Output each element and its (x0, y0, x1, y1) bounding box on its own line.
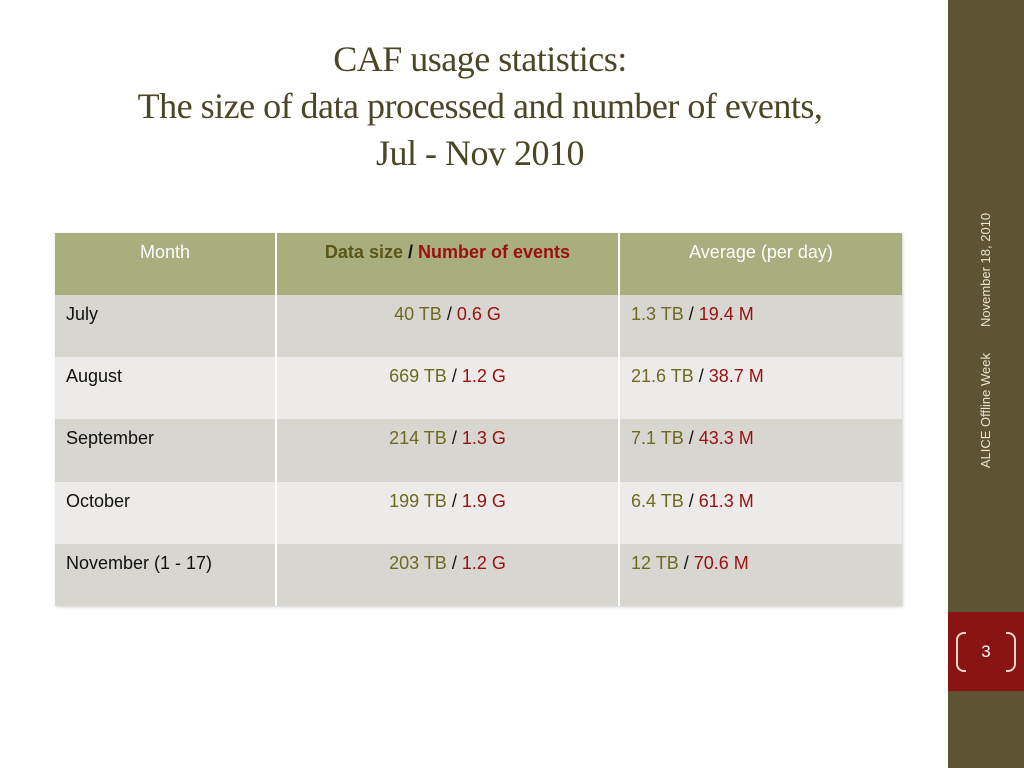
header-average: Average (per day) (689, 242, 833, 262)
statistics-table-container: Month Data size / Number of events Avera… (55, 233, 902, 606)
size-value: 199 TB (389, 490, 447, 511)
table-row: July 40 TB / 0.6 G 1.3 TB / 19.4 M (55, 295, 902, 358)
right-brace-icon (1006, 632, 1016, 672)
separator: / (698, 366, 704, 387)
page-number: 3 (981, 642, 991, 661)
events-value: 1.9 G (461, 490, 506, 511)
separator: / (688, 428, 694, 449)
header-data-size-events: Data size / Number of events (276, 233, 620, 295)
statistics-table: Month Data size / Number of events Avera… (55, 233, 902, 606)
separator: / (451, 490, 457, 511)
cell-data-size: 214 TB / 1.3 G (276, 419, 620, 482)
cell-data-size: 203 TB / 1.2 G (276, 543, 620, 606)
cell-average: 7.1 TB / 43.3 M (619, 419, 902, 481)
table-header-row: Month Data size / Number of events Avera… (55, 233, 902, 295)
table-row: November (1 - 17) 203 TB / 1.2 G 12 TB /… (55, 543, 902, 606)
page-number-box: 3 (948, 612, 1024, 691)
cell-month: August (55, 357, 277, 420)
events-value: 1.2 G (461, 552, 506, 573)
header-number-of-events: Number of events (418, 242, 571, 262)
events-value: 0.6 G (456, 304, 501, 324)
separator: / (683, 552, 689, 573)
table-row: August 669 TB / 1.2 G 21.6 TB / 38.7 M (55, 357, 902, 420)
separator: / (451, 366, 457, 387)
footer-date: November 18, 2010 (978, 212, 994, 327)
cell-data-size: 199 TB / 1.9 G (276, 481, 620, 544)
title-line-2: The size of data processed and number of… (137, 86, 823, 126)
separator: / (688, 490, 694, 511)
avg-size-value: 12 TB (631, 552, 679, 573)
size-value: 203 TB (389, 552, 447, 573)
separator: / (451, 428, 457, 449)
avg-events-value: 61.3 M (698, 490, 754, 511)
sidebar-footer-text: ALICE Offline Week November 18, 2010 (979, 212, 994, 467)
header-data-size: Data size (324, 242, 403, 262)
title-line-3: Jul - Nov 2010 (376, 133, 585, 173)
avg-size-value: 1.3 TB (631, 304, 684, 324)
size-value: 214 TB (389, 428, 447, 449)
sidebar-footer: ALICE Offline Week November 18, 2010 (966, 190, 1006, 490)
separator: / (446, 304, 452, 324)
avg-size-value: 21.6 TB (631, 366, 694, 387)
size-value: 669 TB (389, 366, 447, 387)
avg-events-value: 38.7 M (708, 366, 764, 387)
title-line-1: CAF usage statistics: (333, 39, 627, 79)
size-value: 40 TB (394, 304, 442, 324)
separator: / (451, 552, 457, 573)
events-value: 1.2 G (461, 366, 506, 387)
table-row: October 199 TB / 1.9 G 6.4 TB / 61.3 M (55, 481, 902, 544)
cell-average: 6.4 TB / 61.3 M (619, 482, 902, 544)
header-separator: / (407, 242, 413, 262)
cell-data-size: 40 TB / 0.6 G (276, 295, 620, 358)
cell-average: 1.3 TB / 19.4 M (619, 295, 902, 357)
events-value: 1.3 G (461, 428, 506, 449)
footer-event-name: ALICE Offline Week (978, 352, 994, 468)
avg-size-value: 7.1 TB (631, 428, 684, 449)
header-month: Month (55, 233, 277, 295)
avg-events-value: 19.4 M (698, 304, 754, 324)
table-row: September 214 TB / 1.3 G 7.1 TB / 43.3 M (55, 419, 902, 482)
slide-title: CAF usage statistics: The size of data p… (40, 36, 920, 177)
cell-average: 12 TB / 70.6 M (619, 544, 902, 606)
left-brace-icon (956, 632, 966, 672)
separator: / (688, 304, 694, 324)
cell-month: October (55, 481, 277, 544)
cell-month: November (1 - 17) (55, 543, 277, 606)
avg-size-value: 6.4 TB (631, 490, 684, 511)
cell-month: September (55, 419, 277, 482)
cell-data-size: 669 TB / 1.2 G (276, 357, 620, 420)
avg-events-value: 70.6 M (693, 552, 749, 573)
cell-month: July (55, 295, 277, 358)
avg-events-value: 43.3 M (698, 428, 754, 449)
cell-average: 21.6 TB / 38.7 M (619, 357, 902, 419)
